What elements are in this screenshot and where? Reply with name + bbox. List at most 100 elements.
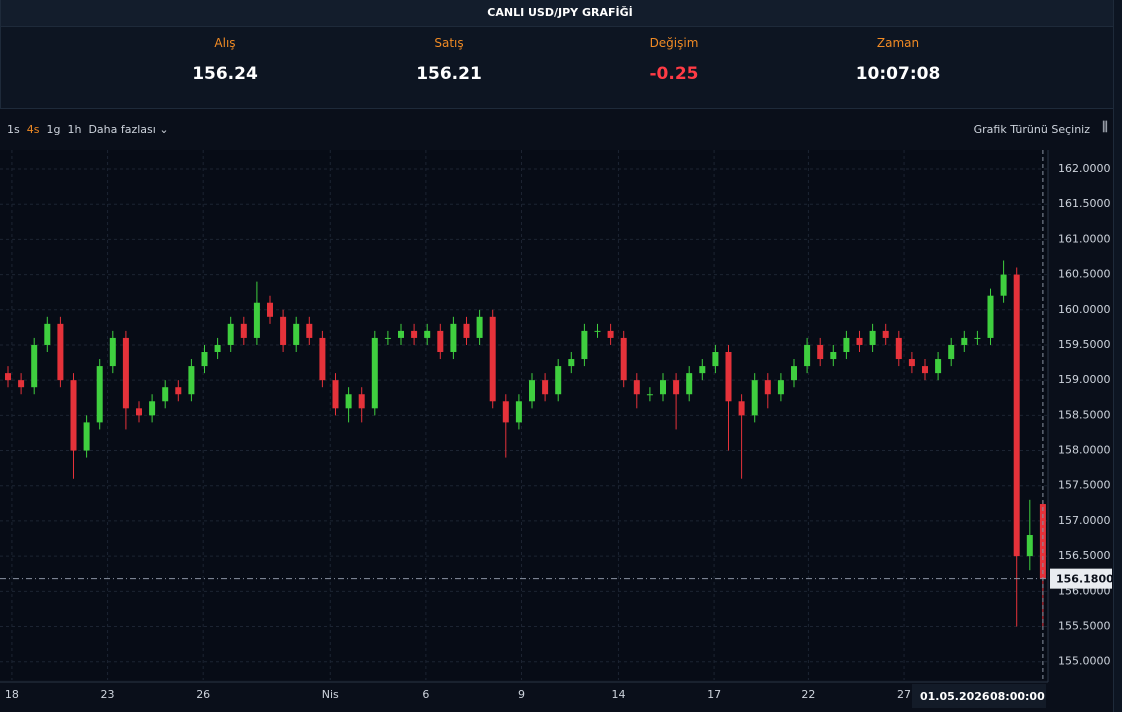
candle-body — [882, 330, 889, 338]
candle-body — [908, 359, 915, 367]
candle-body — [673, 380, 680, 395]
candle-body — [70, 380, 77, 451]
candle-body — [529, 380, 535, 402]
candle-body — [856, 337, 863, 345]
y-tick-label: 161.0000 — [1058, 232, 1111, 245]
candle-body — [987, 295, 994, 338]
candle-body — [804, 344, 811, 367]
price-tag — [1050, 568, 1112, 589]
candle-body — [122, 337, 129, 409]
candle-body — [895, 337, 902, 360]
candle-body — [175, 387, 182, 395]
candle-body — [332, 380, 339, 409]
interval[interactable]: 1s — [7, 123, 20, 136]
candle-body — [660, 380, 666, 395]
quote-label: Alış — [214, 36, 236, 50]
candle-body — [109, 337, 116, 367]
value: 156.18 — [325, 155, 368, 169]
value: 155.49 — [550, 155, 593, 169]
interval[interactable]: 1h — [67, 123, 82, 136]
candle-body — [96, 366, 103, 423]
candle-body — [764, 380, 771, 395]
quote-value: 156.21 — [416, 64, 482, 84]
candle-body — [777, 380, 784, 395]
time-tag-time: 08:00:00 — [990, 690, 1045, 703]
candle-body — [214, 344, 221, 353]
y-tick-label: 158.0000 — [1058, 444, 1111, 457]
candle-body — [935, 359, 942, 374]
candle-body — [1000, 274, 1007, 296]
quote-label: Zaman — [876, 36, 920, 50]
candle-body — [515, 401, 522, 423]
x-tick-label: 23 — [101, 688, 115, 701]
y-tick-label: 160.5000 — [1058, 268, 1111, 281]
y-tick-label: 160.0000 — [1058, 303, 1111, 316]
x-tick-label: 26 — [196, 688, 210, 701]
candle-body — [607, 330, 614, 338]
y-tick-label: 157.5000 — [1058, 479, 1111, 492]
candle-body — [686, 373, 693, 395]
title: CANLI USD/JPY GRAFİĞİ — [1, 0, 1119, 27]
candle-body — [542, 380, 549, 395]
x-tick-label: 6 — [422, 688, 429, 701]
candle-body — [201, 352, 208, 367]
candle-body — [450, 323, 457, 353]
x-tick-label: 18 — [5, 688, 19, 701]
candle-body — [319, 337, 326, 381]
quote-panel: CANLI USD/JPY GRAFİĞİ Alış 156.24 Satış 15… — [0, 0, 1120, 109]
ohlc-info: Zaman: 01.05.2026 08:00:00 Açılış: 157.2… — [6, 155, 592, 169]
label: Kapanış: — [270, 155, 323, 169]
candle-body — [371, 337, 378, 409]
candle-body — [646, 394, 653, 396]
candle-icon: ⫼ — [1102, 120, 1108, 135]
candle-body — [568, 359, 575, 367]
quote-value: 10:07:08 — [855, 64, 941, 84]
label: En Düşük: — [485, 155, 547, 169]
candle-body — [581, 330, 588, 360]
quote-value: 156.24 — [192, 64, 258, 84]
quote-label: Değişim — [649, 36, 699, 50]
price-tag-label: 156.1800 — [1056, 573, 1114, 586]
candle-body — [922, 366, 928, 374]
y-tick-label: 159.0000 — [1058, 373, 1111, 386]
y-tick-label: 156.5000 — [1058, 549, 1111, 562]
candle-body — [830, 352, 837, 360]
candle-body — [712, 352, 719, 367]
candle-body — [620, 337, 627, 381]
y-tick-label: 159.5000 — [1058, 338, 1111, 351]
y-tick-label: 157.0000 — [1058, 514, 1111, 527]
candle-body — [31, 344, 38, 388]
x-tick-label: 22 — [801, 688, 815, 701]
candle-body — [437, 330, 444, 353]
interval[interactable]: 1g — [46, 123, 61, 136]
candle-body — [18, 380, 25, 388]
intervals: 1s 4s 1g 1h Daha fazlası ⌄ — [7, 123, 169, 136]
candle-body — [424, 330, 431, 338]
interval-active[interactable]: 4s — [26, 123, 40, 136]
quote: Zaman 10:07:08 — [818, 36, 978, 84]
candle-body — [149, 401, 156, 416]
label: Açılış: — [186, 155, 222, 169]
x-tick-label: Nis — [322, 688, 339, 701]
chevron: ⌄ — [159, 123, 169, 136]
candle-body — [253, 302, 260, 338]
quote-label: Satış — [434, 36, 464, 50]
candle-body — [948, 344, 955, 360]
candle-body — [843, 337, 850, 353]
more[interactable]: Daha fazlası — [88, 123, 156, 136]
x-tick-label: 14 — [611, 688, 625, 701]
plot-bg — [0, 150, 1048, 680]
candle-body — [136, 408, 142, 416]
value: 157.24 — [225, 155, 268, 169]
chart-type[interactable]: Grafik Türünü Seçiniz — [973, 123, 1090, 136]
x-tick-label: 9 — [518, 688, 525, 701]
candle-body — [869, 330, 876, 345]
candle-body — [384, 337, 391, 339]
candle-body — [476, 316, 483, 338]
candle-body — [267, 302, 273, 317]
quote: Değişim -0.25 — [594, 36, 754, 84]
candle-body — [306, 323, 313, 338]
y-tick-label: 155.5000 — [1058, 620, 1111, 633]
time-tag-date: 01.05.2026 — [920, 690, 990, 703]
